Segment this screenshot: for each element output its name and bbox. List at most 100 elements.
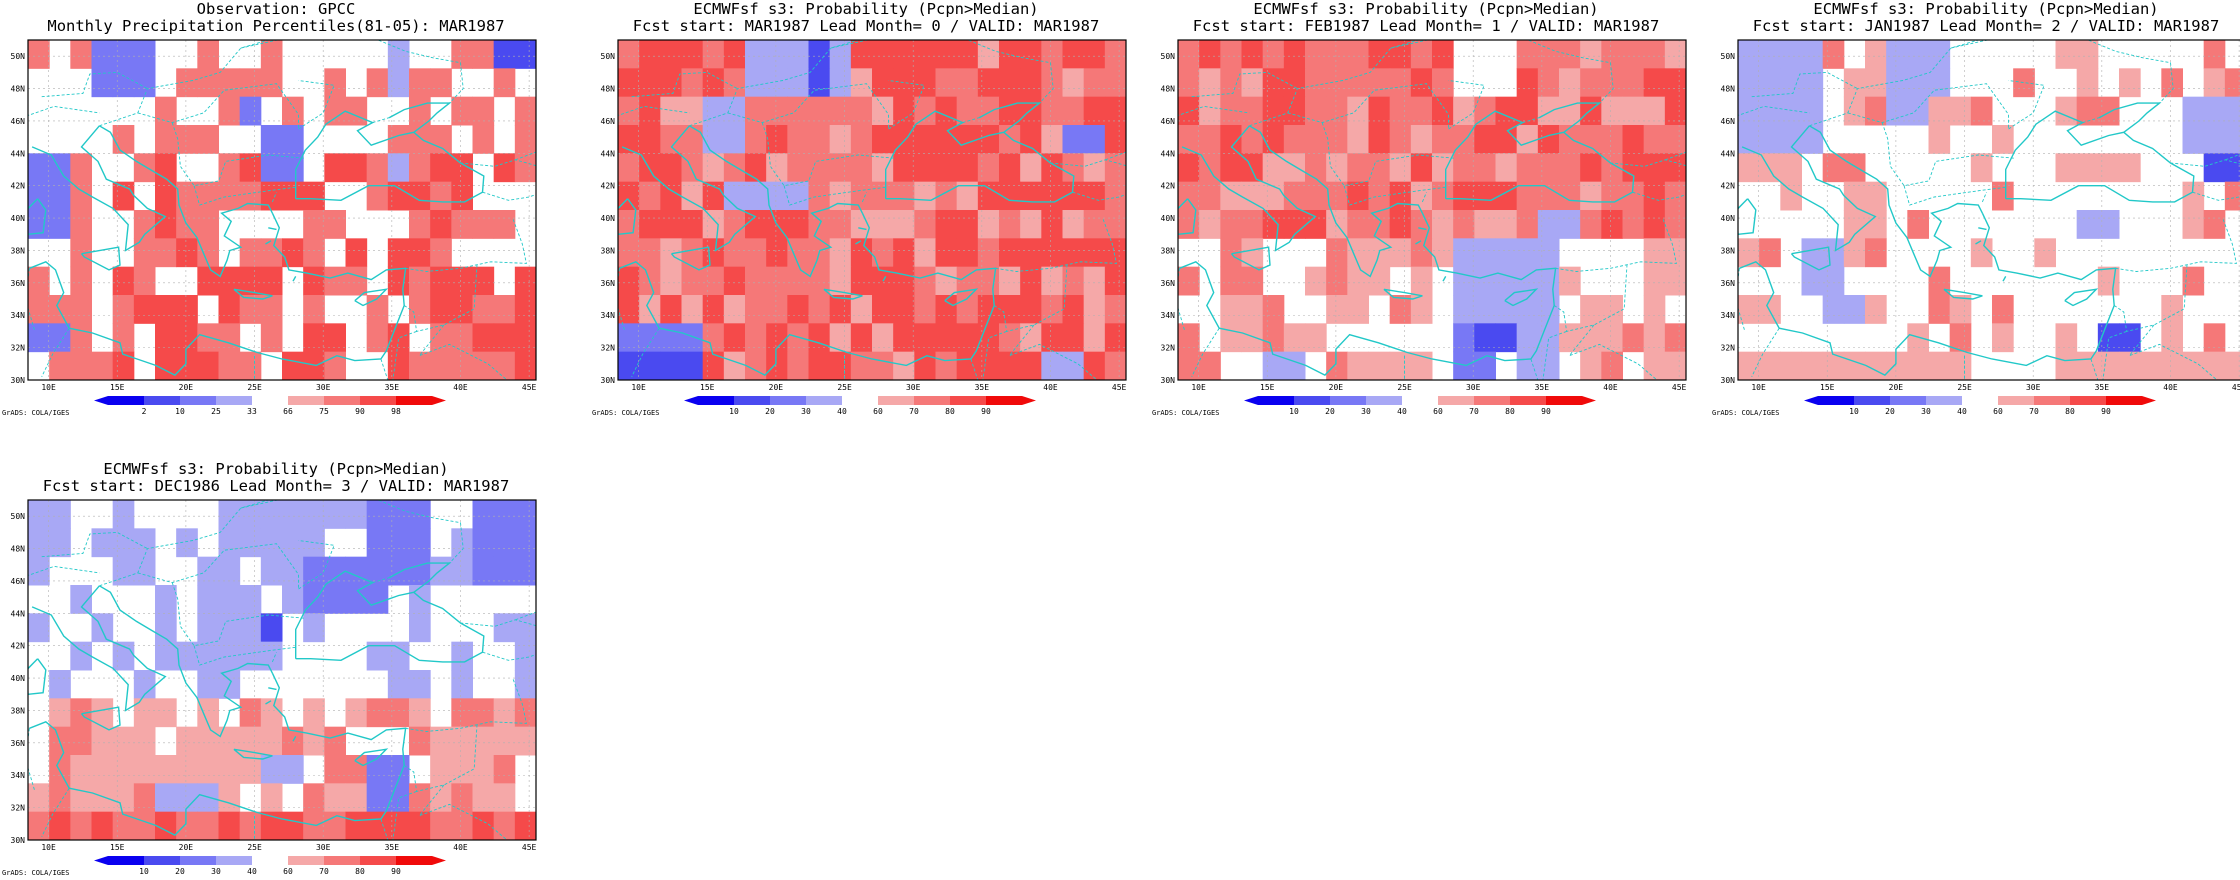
anomaly-cell: [113, 812, 135, 841]
anomaly-cell: [1474, 182, 1496, 211]
anomaly-cell: [1105, 153, 1127, 182]
anomaly-cell: [197, 210, 219, 239]
anomaly-cell: [639, 40, 661, 69]
anomaly-cell: [261, 698, 283, 727]
anomaly-cell: [1538, 153, 1560, 182]
colorbar-label: 90: [981, 407, 991, 416]
anomaly-cell: [28, 40, 50, 69]
anomaly-cell: [2204, 40, 2226, 69]
coastline: [268, 688, 276, 690]
anomaly-cell: [2098, 210, 2120, 239]
anomaly-cell: [176, 295, 198, 324]
y-tick-label: 38N: [1161, 246, 1176, 255]
anomaly-cell: [936, 68, 958, 97]
anomaly-cell: [1063, 125, 1085, 154]
anomaly-cell: [1474, 267, 1496, 296]
anomaly-cell: [1284, 153, 1306, 182]
anomaly-cell: [1517, 352, 1539, 381]
colorbar-segment: [324, 856, 360, 865]
anomaly-cell: [494, 755, 516, 784]
anomaly-cell: [324, 755, 346, 784]
anomaly-cell: [1284, 40, 1306, 69]
anomaly-cell: [851, 238, 873, 267]
colorbar-segment: [914, 396, 950, 405]
x-tick-label: 35E: [975, 383, 990, 392]
anomaly-cell: [1242, 40, 1264, 69]
colorbar-end-triangle: [94, 856, 108, 865]
anomaly-cell: [872, 40, 894, 69]
anomaly-cell: [703, 40, 725, 69]
anomaly-cell: [282, 585, 304, 614]
colorbar-segment: [108, 856, 144, 865]
anomaly-cell: [2077, 210, 2099, 239]
anomaly-cell: [1780, 153, 1802, 182]
anomaly-cell: [197, 812, 219, 841]
x-tick-label: 35E: [1535, 383, 1550, 392]
anomaly-cell: [494, 210, 516, 239]
anomaly-cell: [787, 153, 809, 182]
colorbar-label: 20: [765, 407, 775, 416]
colorbar-label: 80: [2065, 407, 2075, 416]
anomaly-cell: [745, 40, 767, 69]
anomaly-cell: [1263, 125, 1285, 154]
y-tick-label: 34N: [1161, 311, 1176, 320]
y-tick-label: 48N: [1721, 85, 1736, 94]
anomaly-cell: [197, 670, 219, 699]
anomaly-cell: [1929, 40, 1951, 69]
map-svg: 10E15E20E25E30E35E40E45E30N32N34N36N38N4…: [1710, 0, 2240, 420]
anomaly-cell: [261, 125, 283, 154]
anomaly-cell: [409, 812, 431, 841]
colorbar-end-triangle: [1582, 396, 1596, 405]
colorbar-label: 10: [1849, 407, 1859, 416]
anomaly-cell: [766, 352, 788, 381]
anomaly-cell: [1063, 295, 1085, 324]
coastline: [1978, 228, 1986, 230]
anomaly-cell: [70, 295, 92, 324]
x-tick-label: 20E: [179, 383, 194, 392]
anomaly-cell: [787, 267, 809, 296]
anomaly-cell: [113, 68, 135, 97]
colorbar-label: 70: [1469, 407, 1479, 416]
colorbar-label: 20: [1325, 407, 1335, 416]
anomaly-cell: [494, 812, 516, 841]
anomaly-cell: [957, 125, 979, 154]
anomaly-cell: [872, 323, 894, 352]
anomaly-cell: [494, 295, 516, 324]
y-tick-label: 46N: [1721, 117, 1736, 126]
anomaly-cell: [618, 68, 640, 97]
anomaly-cell: [388, 500, 410, 529]
country-border: [25, 728, 35, 791]
anomaly-cell: [430, 238, 452, 267]
anomaly-cell: [1242, 210, 1264, 239]
anomaly-cell: [1601, 125, 1623, 154]
anomaly-cell: [914, 125, 936, 154]
anomaly-cell: [1041, 352, 1063, 381]
anomaly-cell: [303, 352, 325, 381]
anomaly-cell: [618, 153, 640, 182]
anomaly-cell: [346, 238, 368, 267]
anomaly-cell: [1263, 40, 1285, 69]
anomaly-cell: [957, 210, 979, 239]
coastline: [1443, 276, 1446, 281]
anomaly-cell: [197, 68, 219, 97]
anomaly-cell: [2077, 352, 2099, 381]
anomaly-cell: [787, 125, 809, 154]
anomaly-cell: [957, 40, 979, 69]
anomaly-cell: [282, 153, 304, 182]
anomaly-cell: [155, 613, 177, 642]
anomaly-cell: [473, 812, 495, 841]
anomaly-cell: [346, 585, 368, 614]
anomaly-cell: [914, 68, 936, 97]
anomaly-cell: [1823, 267, 1845, 296]
anomaly-cell: [1823, 295, 1845, 324]
anomaly-cell: [936, 125, 958, 154]
colorbar-segment: [144, 396, 180, 405]
anomaly-cell: [176, 812, 198, 841]
anomaly-cell: [155, 755, 177, 784]
anomaly-cell: [261, 727, 283, 756]
anomaly-cell: [1538, 267, 1560, 296]
anomaly-cell: [240, 153, 262, 182]
anomaly-cell: [1020, 125, 1042, 154]
